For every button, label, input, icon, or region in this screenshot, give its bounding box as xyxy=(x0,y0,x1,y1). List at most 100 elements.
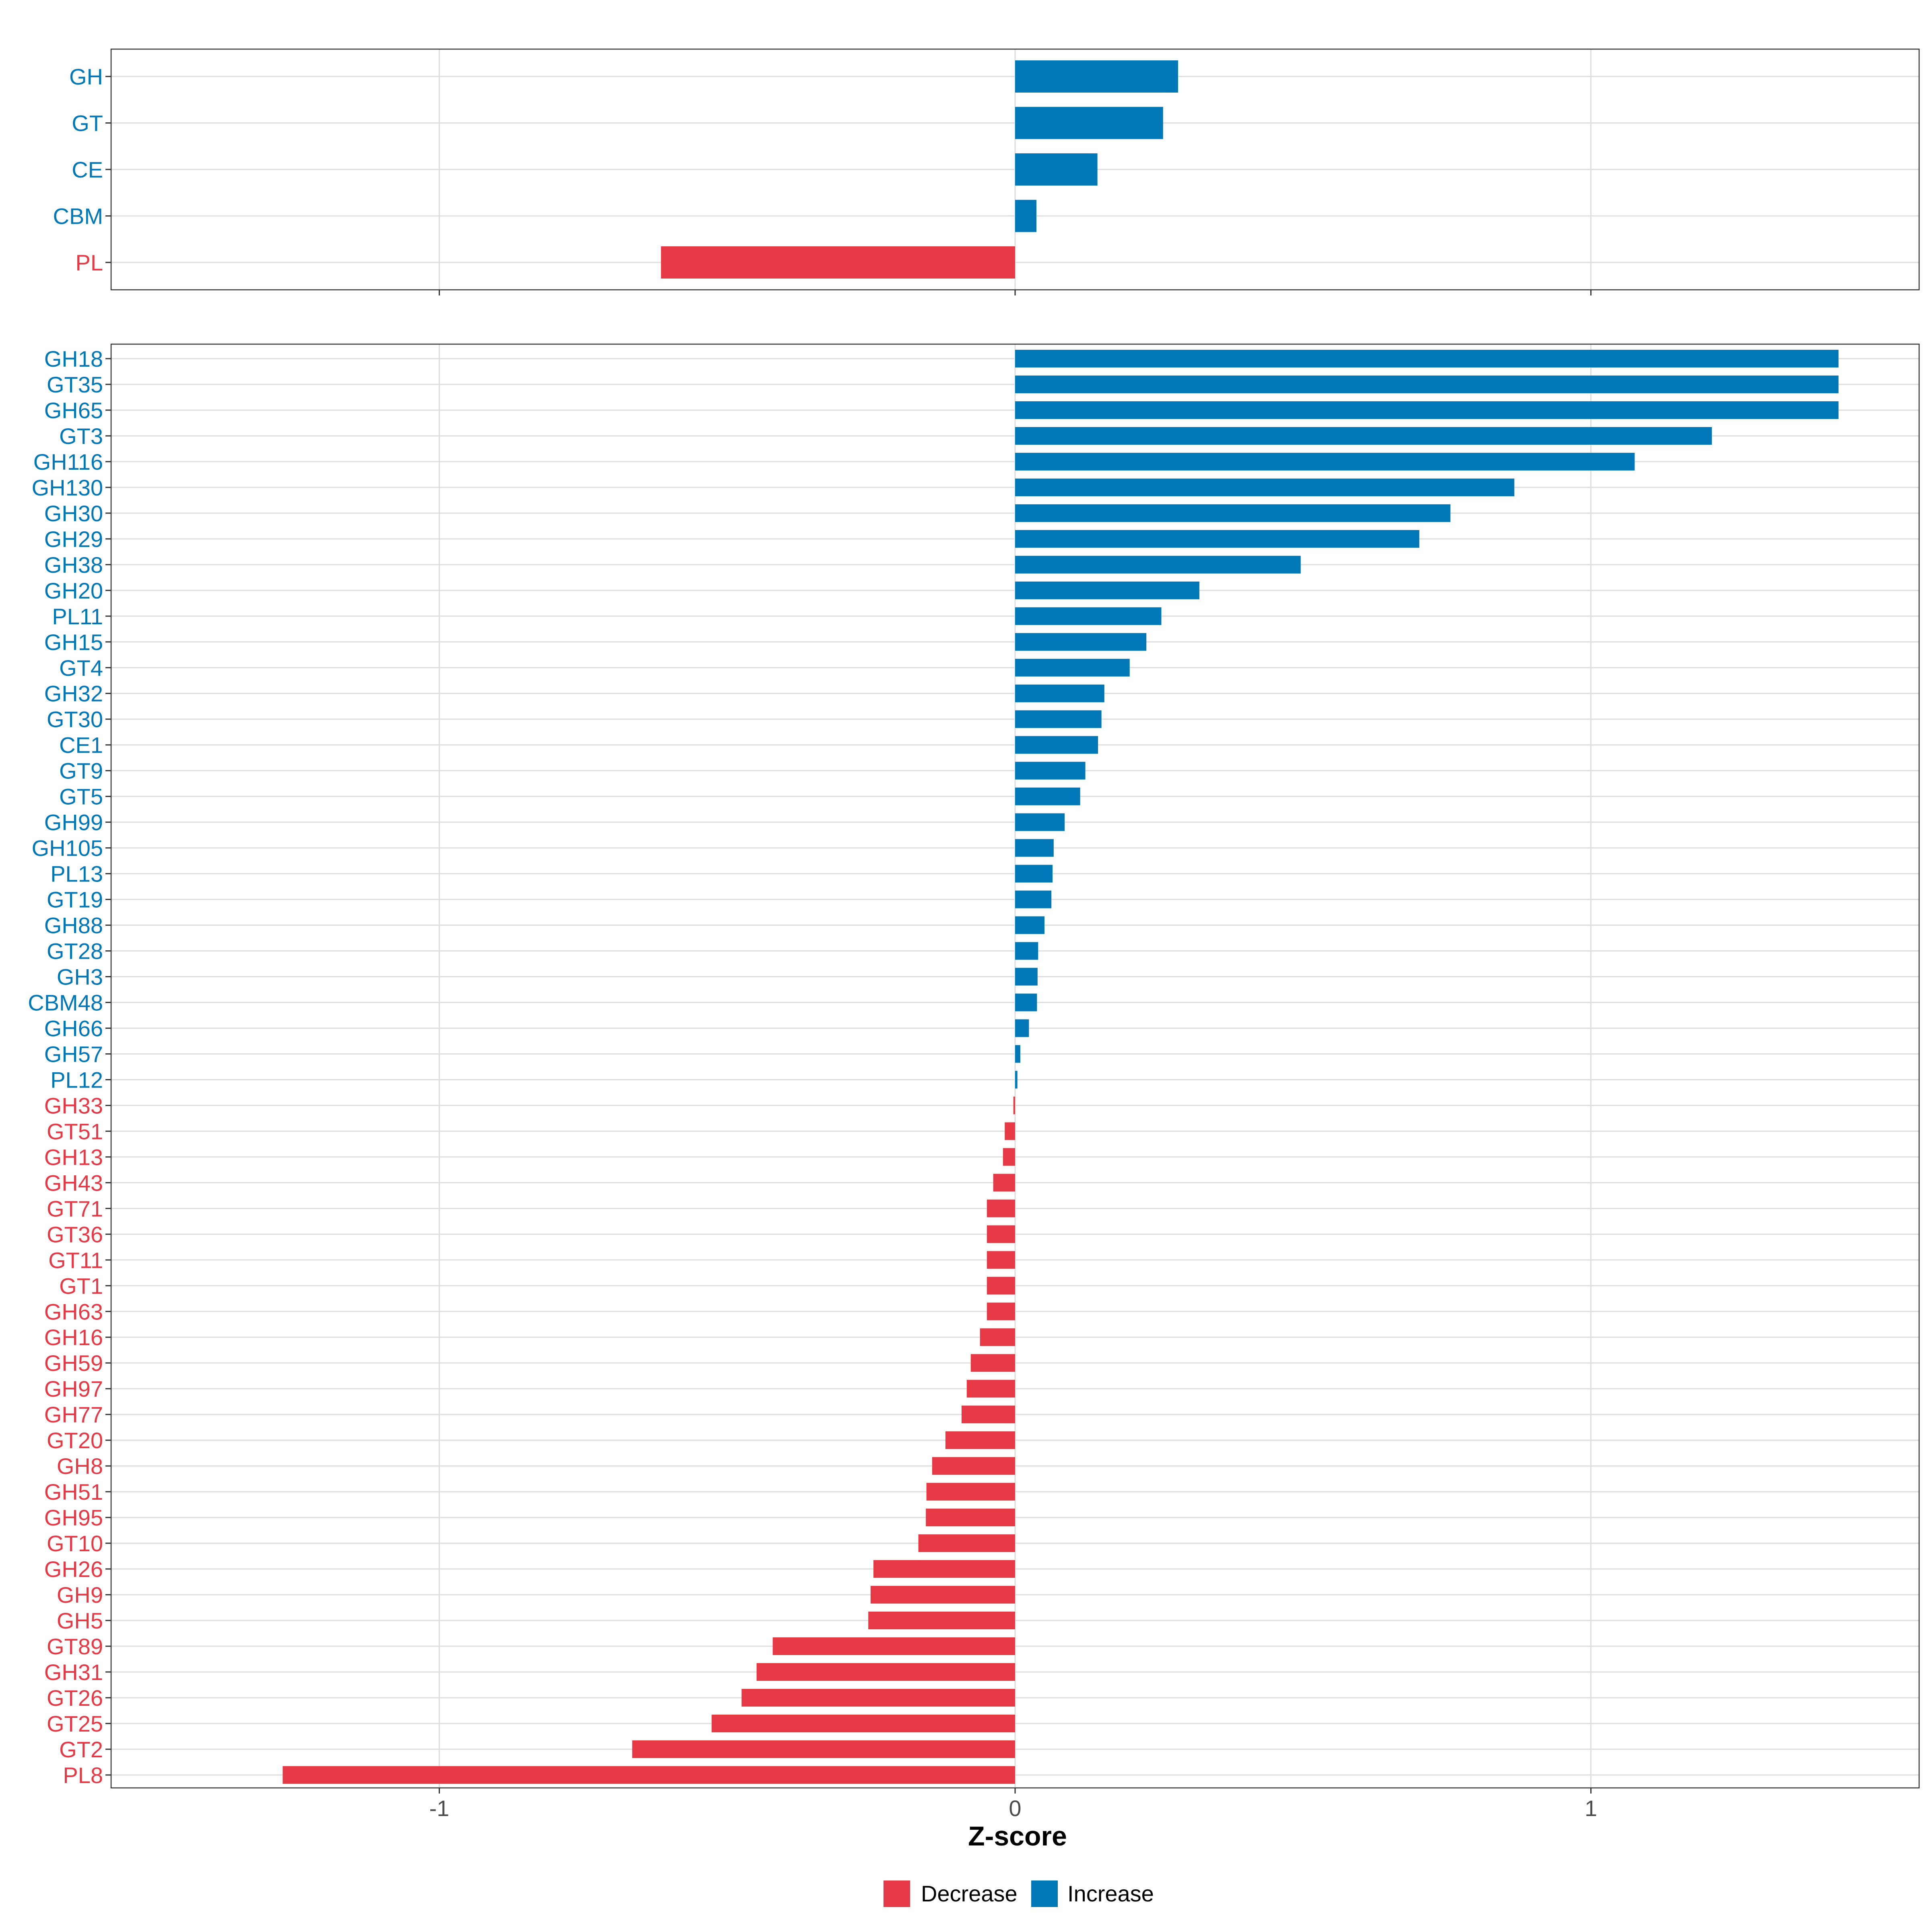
bar-gt20 xyxy=(945,1431,1015,1449)
y-tick-label-gh16: GH16 xyxy=(44,1325,103,1350)
y-tick-label-gt89: GT89 xyxy=(47,1634,103,1659)
bar-gh31 xyxy=(756,1663,1015,1681)
legend-swatch-increase xyxy=(1031,1880,1058,1907)
y-tick-label-gt19: GT19 xyxy=(47,887,103,912)
bar-gh51 xyxy=(926,1483,1015,1501)
bar-gh65 xyxy=(1015,401,1839,419)
bar-ce1 xyxy=(1015,736,1098,754)
legend-label-decrease: Decrease xyxy=(921,1881,1018,1906)
bar-gh13 xyxy=(1003,1148,1015,1166)
bar-gh29 xyxy=(1015,530,1420,548)
y-tick-label-gt10: GT10 xyxy=(47,1531,103,1556)
y-tick-label-gt51: GT51 xyxy=(47,1119,103,1144)
class-level-panel: GH GT CE CBM PL xyxy=(53,48,1920,295)
y-tick-label-gt28: GT28 xyxy=(47,939,103,964)
y-tick-label-gh95: GH95 xyxy=(44,1505,103,1530)
y-tick-label-gt: GT xyxy=(72,111,103,136)
bar-gh95 xyxy=(926,1509,1015,1527)
y-tick-label-gh5: GH5 xyxy=(57,1608,103,1633)
x-tick-label: -1 xyxy=(429,1796,450,1821)
bar-gt26 xyxy=(741,1688,1015,1707)
y-tick-label-gh59: GH59 xyxy=(44,1350,103,1376)
bar-gh38 xyxy=(1015,555,1301,574)
bar-cbm xyxy=(1015,200,1036,232)
bar-gt4 xyxy=(1015,658,1130,677)
y-tick-label-gt71: GT71 xyxy=(47,1196,103,1221)
bar-pl12 xyxy=(1015,1071,1018,1089)
bar-gt28 xyxy=(1015,942,1038,960)
bar-gh77 xyxy=(961,1406,1015,1424)
y-tick-label-gh65: GH65 xyxy=(44,398,103,423)
bar-gt35 xyxy=(1015,375,1839,393)
y-tick-label-gh88: GH88 xyxy=(44,913,103,938)
bar-gh116 xyxy=(1015,452,1635,471)
bar-gh3 xyxy=(1015,968,1038,986)
bar-gh8 xyxy=(932,1457,1015,1475)
y-tick-label-gh38: GH38 xyxy=(44,552,103,578)
y-tick-label-gt11: GT11 xyxy=(48,1247,103,1273)
y-tick-label-gh32: GH32 xyxy=(44,681,103,706)
y-tick-label-gh43: GH43 xyxy=(44,1170,103,1195)
bar-gh30 xyxy=(1015,504,1451,522)
y-tick-label-gh8: GH8 xyxy=(57,1453,103,1479)
bar-gt30 xyxy=(1015,710,1102,728)
y-tick-label-gt35: GT35 xyxy=(47,372,103,397)
bar-gh9 xyxy=(870,1586,1015,1604)
bar-gt xyxy=(1015,107,1163,139)
y-tick-label-gh26: GH26 xyxy=(44,1556,103,1582)
y-tick-label-gt20: GT20 xyxy=(47,1428,103,1453)
bar-gh33 xyxy=(1013,1096,1015,1115)
bar-gt25 xyxy=(712,1714,1015,1732)
bar-gh5 xyxy=(868,1612,1015,1630)
y-tick-label-gh33: GH33 xyxy=(44,1093,103,1118)
x-tick-label: 0 xyxy=(1009,1796,1021,1821)
y-tick-label-gt1: GT1 xyxy=(59,1273,103,1298)
y-tick-label-gh77: GH77 xyxy=(44,1402,103,1427)
y-tick-label-gt9: GT9 xyxy=(59,758,103,784)
bar-gt51 xyxy=(1005,1122,1015,1140)
bar-gh99 xyxy=(1015,813,1065,831)
y-tick-label-gh29: GH29 xyxy=(44,526,103,552)
y-tick-label-gt30: GT30 xyxy=(47,707,103,732)
y-tick-label-cbm48: CBM48 xyxy=(28,990,103,1016)
bar-gh16 xyxy=(980,1328,1015,1346)
y-tick-label-gh51: GH51 xyxy=(44,1479,103,1505)
bar-gh57 xyxy=(1015,1045,1020,1063)
y-tick-label-pl11: PL11 xyxy=(52,604,103,629)
x-axis-title: Z-score xyxy=(968,1821,1067,1852)
y-tick-label-gh57: GH57 xyxy=(44,1041,103,1067)
bar-gt1 xyxy=(987,1277,1015,1295)
y-tick-label-gh15: GH15 xyxy=(44,630,103,655)
bar-gt36 xyxy=(987,1225,1015,1243)
bar-ce xyxy=(1015,153,1098,186)
bar-gh66 xyxy=(1015,1019,1029,1037)
y-tick-label-gh20: GH20 xyxy=(44,578,103,603)
bar-gh97 xyxy=(966,1380,1015,1398)
y-tick-label-gh3: GH3 xyxy=(57,964,103,990)
y-tick-label-gh66: GH66 xyxy=(44,1016,103,1041)
y-tick-label-gh63: GH63 xyxy=(44,1299,103,1324)
y-tick-label-gt25: GT25 xyxy=(47,1711,103,1736)
bar-gh32 xyxy=(1015,684,1104,702)
y-tick-label-gt3: GT3 xyxy=(59,423,103,449)
bar-gt89 xyxy=(772,1637,1015,1655)
legend-swatch-decrease xyxy=(883,1880,910,1907)
y-tick-label-ce1: CE1 xyxy=(59,733,103,758)
y-tick-label-pl8: PL8 xyxy=(63,1763,103,1788)
bar-gh88 xyxy=(1015,916,1044,934)
bar-gt3 xyxy=(1015,427,1712,445)
y-tick-label-gt4: GT4 xyxy=(59,655,103,681)
legend-label-increase: Increase xyxy=(1067,1881,1154,1906)
bar-gh18 xyxy=(1015,350,1839,367)
y-tick-label-gt26: GT26 xyxy=(47,1685,103,1711)
y-tick-label-gh31: GH31 xyxy=(44,1660,103,1685)
bar-gh20 xyxy=(1015,581,1199,599)
bar-gt9 xyxy=(1015,762,1086,780)
y-tick-label-gh30: GH30 xyxy=(44,501,103,526)
y-tick-label-pl: PL xyxy=(76,250,103,275)
bar-gh59 xyxy=(970,1354,1015,1372)
y-tick-label-cbm: CBM xyxy=(53,204,103,229)
bar-gt71 xyxy=(987,1199,1015,1218)
y-tick-label-gh116: GH116 xyxy=(33,449,103,475)
